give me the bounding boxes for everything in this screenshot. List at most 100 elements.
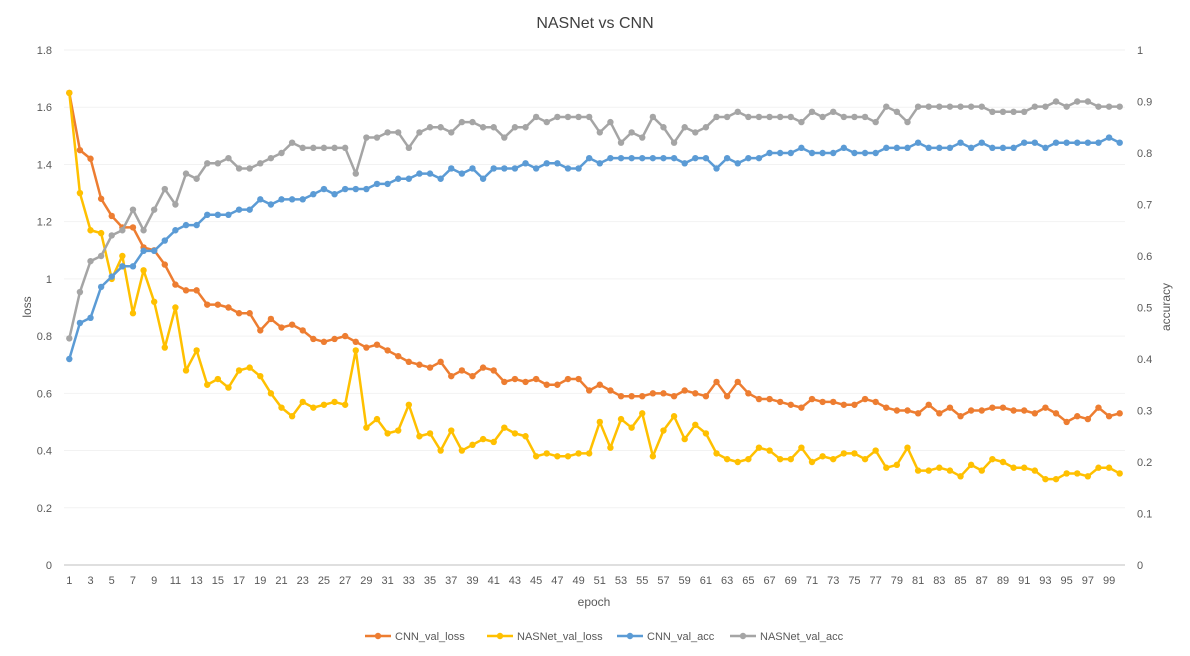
- data-point: [257, 160, 264, 167]
- data-point: [596, 160, 604, 167]
- data-point: [363, 134, 370, 141]
- x-tick-label: 79: [891, 575, 903, 587]
- data-point: [299, 144, 306, 152]
- y-right-tick-label: 0.5: [1137, 303, 1152, 315]
- data-point: [1116, 470, 1123, 477]
- x-axis-ticks: 1 3 5 7 9 11 13 15 17 19 21 23 25 27 29 31 33 35 37 39 41 43 4…: [66, 575, 1115, 587]
- data-point: [554, 381, 561, 388]
- data-point: [1095, 464, 1102, 471]
- data-point: [936, 464, 943, 471]
- series-layer: [66, 89, 1123, 483]
- data-point: [914, 139, 922, 146]
- data-point: [787, 113, 794, 121]
- data-point: [692, 421, 699, 429]
- data-point: [819, 398, 826, 406]
- data-point: [681, 435, 688, 443]
- data-point: [341, 185, 349, 193]
- data-point: [1105, 413, 1113, 420]
- data-point: [883, 144, 890, 152]
- data-point: [448, 129, 455, 136]
- data-point: [585, 387, 593, 394]
- data-point: [532, 375, 540, 383]
- data-point: [883, 404, 890, 411]
- data-point: [246, 206, 253, 213]
- data-point: [639, 154, 646, 162]
- data-point: [193, 221, 200, 229]
- x-tick-label: 19: [254, 575, 266, 587]
- data-point: [914, 467, 922, 474]
- x-tick-label: 97: [1082, 575, 1094, 587]
- data-point: [426, 364, 434, 371]
- data-point: [766, 113, 773, 121]
- data-point: [1031, 139, 1039, 146]
- data-point: [1021, 407, 1028, 414]
- data-point: [798, 404, 805, 411]
- data-point: [320, 144, 328, 152]
- data-point: [172, 227, 179, 234]
- data-point: [819, 113, 826, 121]
- data-point: [140, 247, 147, 255]
- data-point: [787, 401, 794, 408]
- left-axis-ticks: 0 0.2 0.4 0.6 0.8 1 1.2 1.4 1.6 1.8: [37, 45, 52, 572]
- data-point: [97, 195, 105, 202]
- data-point: [999, 108, 1007, 116]
- data-point: [299, 196, 306, 203]
- data-point: [225, 154, 232, 162]
- legend-item: CNN_val_loss: [365, 631, 465, 643]
- data-point: [479, 124, 487, 131]
- data-point: [76, 288, 84, 296]
- data-point: [670, 154, 678, 162]
- x-tick-label: 65: [742, 575, 754, 587]
- data-point: [1042, 144, 1049, 152]
- data-point: [1052, 410, 1060, 417]
- data-point: [1010, 407, 1017, 414]
- data-point: [755, 113, 763, 121]
- data-point: [702, 430, 710, 437]
- data-point: [235, 165, 243, 172]
- data-point: [97, 252, 105, 260]
- data-point: [872, 149, 879, 157]
- data-point: [840, 401, 848, 408]
- data-point: [352, 185, 359, 193]
- data-point: [267, 154, 275, 162]
- data-point: [458, 367, 466, 374]
- data-point: [808, 458, 816, 466]
- data-point: [87, 314, 94, 321]
- data-point: [543, 160, 550, 167]
- data-point: [1042, 404, 1049, 411]
- data-point: [914, 103, 922, 110]
- data-point: [267, 315, 275, 323]
- data-point: [469, 441, 476, 449]
- data-point: [957, 413, 964, 420]
- x-tick-label: 33: [403, 575, 415, 587]
- data-point: [734, 108, 741, 116]
- data-point: [235, 310, 243, 317]
- data-point: [1052, 139, 1060, 146]
- data-point: [161, 237, 168, 244]
- x-tick-label: 67: [763, 575, 775, 587]
- data-point: [787, 455, 794, 463]
- data-point: [607, 154, 614, 162]
- data-point: [989, 404, 996, 411]
- data-point: [893, 144, 901, 152]
- data-point: [437, 124, 444, 131]
- series-CNN_val_acc: [66, 134, 1123, 363]
- data-point: [331, 398, 338, 406]
- data-point: [649, 453, 657, 460]
- data-point: [692, 390, 699, 397]
- y-right-tick-label: 0.4: [1137, 354, 1152, 366]
- x-tick-label: 89: [997, 575, 1009, 587]
- data-point: [1105, 134, 1113, 141]
- data-point: [851, 149, 858, 157]
- data-point: [501, 165, 508, 172]
- data-point: [341, 144, 349, 152]
- data-point: [787, 149, 794, 157]
- x-tick-label: 7: [130, 575, 136, 587]
- legend-swatch-marker: [374, 632, 382, 640]
- data-point: [1084, 473, 1092, 480]
- data-point: [395, 129, 402, 136]
- data-point: [108, 273, 115, 280]
- data-point: [214, 211, 222, 218]
- data-point: [904, 407, 911, 414]
